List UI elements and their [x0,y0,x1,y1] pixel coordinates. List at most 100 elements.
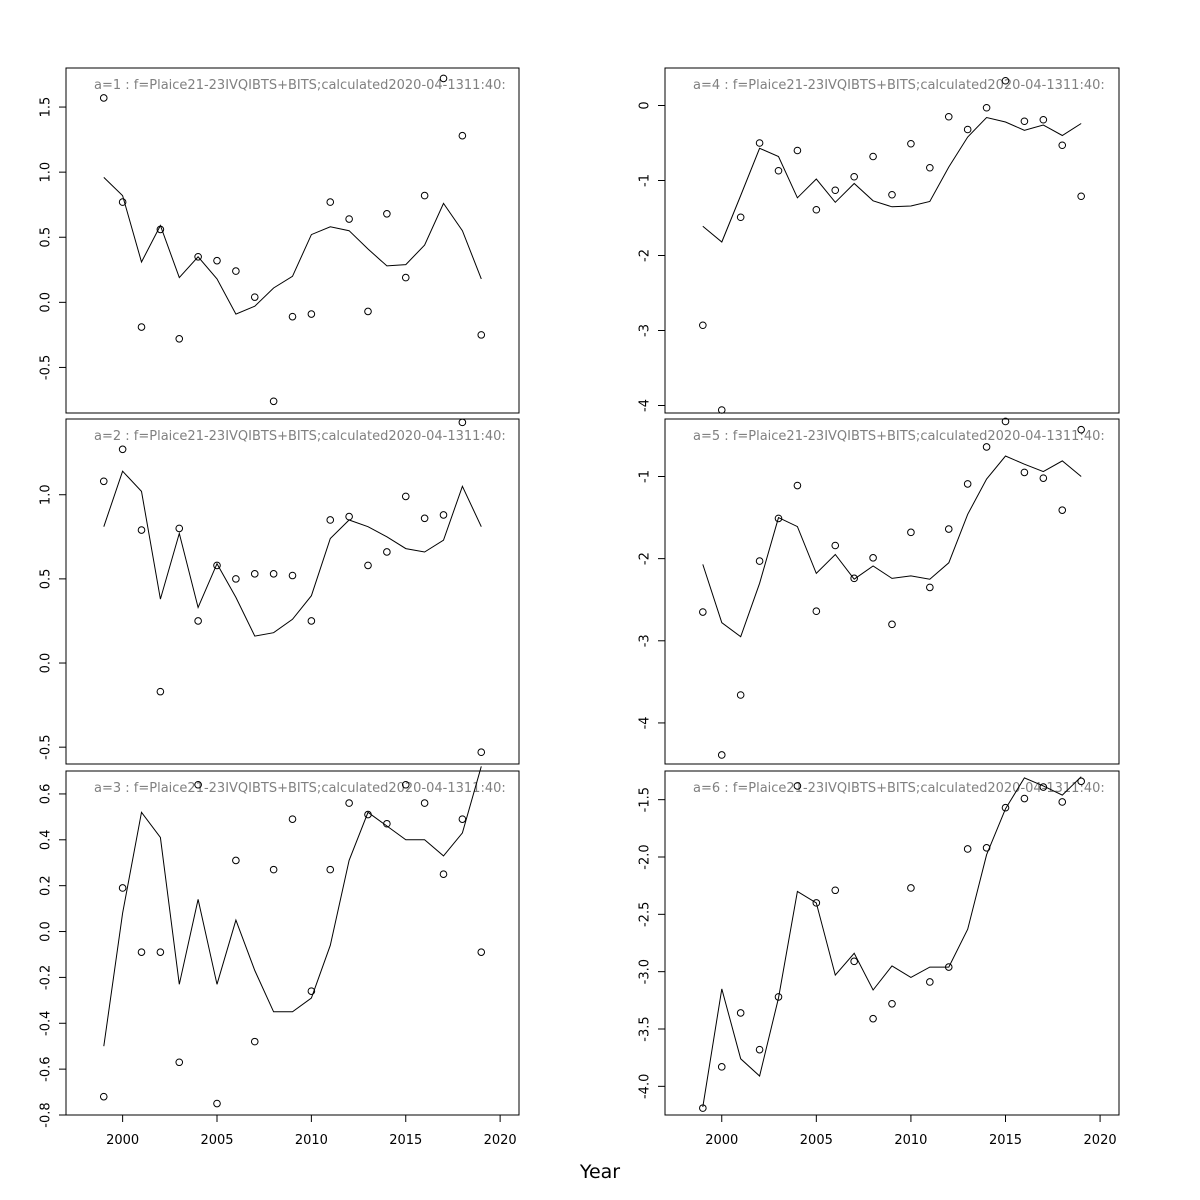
panel-4-observed-point [888,190,896,199]
panel-3-observed-point [364,810,372,819]
panel-2-observed-point [269,570,278,578]
panel-4-observed-point [869,152,877,161]
panel-4-observed-point [1039,115,1048,124]
panel-4-frame [664,67,1120,414]
panel-3-observed-point [213,1099,221,1108]
panel-1-fitted-line [103,177,482,315]
panel-2-observed-point [477,748,486,757]
panel-6-observed-point [1077,777,1085,786]
panel-4-observed-point [812,205,821,214]
panel-3-observed-point [383,819,391,828]
panel-4-observed-point [944,112,953,121]
panel-3-observed-point [458,815,467,823]
panel-3-title: a=3 : f=Plaice21-23IVQIBTS+BITS;calculat… [94,781,506,796]
panel-4-observed-point [1020,117,1029,126]
panel-3-observed-point [345,799,353,807]
panel-6-observed-point [812,899,821,907]
panel-3-observed-point [194,780,202,789]
panel-4-ytick-label: -4 [638,399,653,412]
panel-3-ytick-label: 0.4 [39,829,54,850]
panel-2-observed-point [213,561,221,570]
panel-2-title: a=2 : f=Plaice21-23IVQIBTS+BITS;calculat… [94,429,506,444]
panel-6-title: a=6 : f=Plaice21-23IVQIBTS+BITS;calculat… [693,781,1105,796]
panel-2-observed-point [250,570,259,578]
panel-1-observed-point [477,331,486,339]
panel-5-observed-point [926,583,934,592]
panel-1-observed-point [232,267,240,275]
panel-6-ytick-label: -3.5 [638,1016,653,1041]
panel-2-observed-point [326,516,335,524]
panel-3-fitted-line [103,766,482,1047]
panel-6-observed-point [755,1045,764,1054]
panel-4-observed-point [1058,141,1067,150]
panel-2-observed-point [99,477,108,486]
panel-6-observed-point [774,993,783,1001]
panel-1-frame [65,67,520,414]
panel-6-observed-point [888,999,896,1008]
panel-5-title: a=5 : f=Plaice21-23IVQIBTS+BITS;calculat… [693,429,1105,444]
panel-6-xtick-label: 2005 [800,1133,833,1148]
panel-5-observed-point [944,525,953,533]
panel-5-ytick-label: -3 [638,634,653,647]
panel-5-observed-point [831,541,840,550]
panel-3-observed-point [175,1058,184,1067]
panel-1-observed-point [99,94,108,102]
panel-1-ytick-label: 1.0 [39,162,54,183]
panel-6-observed-point [831,886,840,895]
panel-1-observed-point [458,131,467,140]
panel-5-observed-point [812,607,821,616]
panel-6-xtick-label: 2020 [1084,1133,1117,1148]
panel-4-ytick-label: -1 [638,174,653,187]
panel-4-ytick-label: -2 [638,249,653,262]
panel-6-observed-point [982,844,991,852]
panel-4-observed-point [850,172,858,181]
panel-6-observed-point [869,1014,877,1023]
panel-6-xtick-label: 2000 [705,1133,738,1148]
panel-1-ytick-label: 1.5 [39,97,54,118]
panel-4-observed-point [755,139,764,147]
panel-4-observed-point [982,103,991,112]
panel-5-observed-point [869,554,877,562]
panel-6-ytick-label: -1.5 [638,787,653,812]
panel-5-observed-point [1039,474,1048,482]
panel-4-observed-point [963,125,972,134]
panel-1-observed-point [439,74,448,83]
panel-2-ytick-label: -0.5 [39,734,54,759]
panel-2-observed-point [175,524,184,533]
panel-3-ytick-label: -0.8 [39,1102,54,1127]
panel-4-observed-point [699,321,707,330]
panel-4-fitted-line [702,116,1082,243]
panel-3-ytick-label: 0.0 [39,921,54,942]
panel-2-observed-point [364,561,372,570]
panel-6-observed-point [1001,803,1010,812]
panel-2-ytick-label: 1.0 [39,484,54,505]
panel-6-observed-point [944,963,953,971]
panel-5-observed-point [699,608,707,616]
panel-5-observed-point [907,528,915,537]
panel-6-ytick-label: -2.0 [638,844,653,869]
panel-4-observed-point [926,163,934,172]
panel-5-observed-point [888,620,896,629]
panel-1-observed-point [345,215,353,223]
panel-1-ytick-label: 0.5 [39,227,54,248]
panel-6-xtick-label: 2015 [989,1133,1022,1148]
panel-5-ytick-label: -4 [638,716,653,729]
panel-5-observed-point [793,481,802,490]
panel-3-observed-point [307,987,316,995]
panel-1-title: a=1 : f=Plaice21-23IVQIBTS+BITS;calculat… [94,78,506,93]
panel-6-observed-point [963,845,972,853]
panel-5-observed-point [1058,506,1067,514]
panel-1-observed-point [118,198,127,206]
panel-2-observed-point [156,687,165,696]
panel-2-observed-point [401,492,410,501]
panel-3-xtick-label: 2015 [389,1133,422,1148]
panel-6-observed-point [1058,798,1067,806]
panel-5-ytick-label: -2 [638,552,653,565]
panel-2-ytick-label: 0.5 [39,569,54,590]
panel-4-observed-point [736,213,745,222]
panel-4-observed-point [774,166,783,175]
panel-2-observed-point [288,571,297,580]
panel-4-ytick-label: 0 [638,101,653,109]
panel-1-ytick-label: -0.5 [39,355,54,380]
panel-3-observed-point [156,948,165,956]
